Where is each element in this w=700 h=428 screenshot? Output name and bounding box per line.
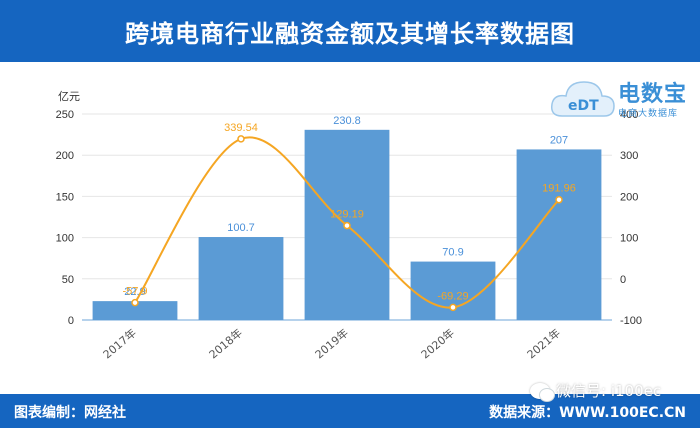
x-tick-label: 2020年: [418, 326, 457, 362]
y-tick-label: 200: [56, 150, 74, 162]
y-axis-unit: 亿元: [58, 90, 80, 103]
bar: [92, 301, 178, 320]
y2-tick-label: 200: [620, 191, 638, 203]
y-tick-label: 100: [56, 233, 74, 245]
growth-value-label: 191.96: [542, 183, 576, 195]
y2-tick-label: -100: [620, 315, 642, 327]
logo-mark: eDT: [568, 98, 599, 114]
growth-point: [343, 221, 351, 230]
growth-point: [555, 195, 563, 204]
bar: [516, 149, 602, 320]
chart-area: 亿元 0 50 100 150 200 250 -100 0 100 200 300 400 22.9 10…: [0, 62, 700, 394]
chart-title: 跨境电商行业融资金额及其增长率数据图: [125, 19, 575, 48]
bar: [198, 237, 284, 320]
growth-value-label: 339.54: [224, 122, 258, 134]
bar-value-label: 207: [550, 134, 568, 146]
growth-point: [131, 298, 139, 307]
growth-value-label: 129.19: [330, 209, 364, 221]
wechat-id: 微信号: i100ec: [556, 382, 662, 400]
x-tick-label: 2017年: [100, 326, 139, 362]
growth-point: [237, 135, 245, 143]
wechat-watermark: 微信号: i100ec: [530, 380, 662, 402]
logo-subtitle: 电商大数据库: [618, 109, 679, 119]
y2-tick-label: 400: [620, 109, 638, 121]
cloud-logo-icon: eDT: [550, 81, 615, 117]
logo: eDT 电数宝 电商大数据库: [548, 72, 698, 132]
footer-credit: 图表编制：网经社: [14, 405, 126, 421]
y-tick-label: 0: [68, 315, 74, 327]
y-tick-label: 250: [56, 109, 74, 121]
wechat-icon: [530, 382, 555, 402]
y-tick-label: 150: [56, 191, 74, 203]
footer-bar: 图表编制：网经社 数据来源：WWW.100EC.CN: [0, 394, 700, 428]
growth-point: [449, 303, 457, 312]
y-tick-label: 50: [62, 274, 74, 286]
growth-value-label: -69.29: [437, 290, 468, 302]
bar-value-label: 230.8: [333, 115, 361, 127]
chart-svg: 亿元050100150200250-100010020030040022.910…: [56, 90, 642, 362]
y2-tick-label: 300: [620, 150, 638, 162]
bar-value-label: 100.7: [227, 222, 255, 234]
x-tick-label: 2019年: [312, 326, 351, 362]
bar-value-label: 70.9: [442, 247, 463, 259]
header-bar: 跨境电商行业融资金额及其增长率数据图: [0, 0, 700, 62]
footer-source: 数据来源：WWW.100EC.CN: [489, 405, 686, 421]
y2-tick-label: 0: [620, 274, 626, 286]
logo-brand: 电数宝: [618, 82, 688, 107]
y2-tick-label: 100: [620, 233, 638, 245]
x-tick-label: 2018年: [206, 326, 245, 362]
growth-value-label: -57.9: [122, 286, 147, 298]
x-tick-label: 2021年: [524, 326, 563, 362]
